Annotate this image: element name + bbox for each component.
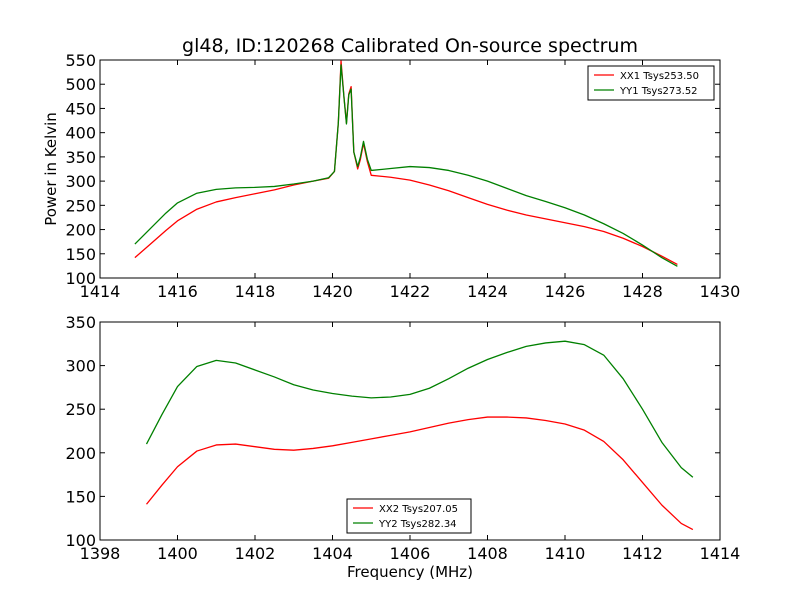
legend-label-2: YY2 Tsys282.34 xyxy=(378,519,457,530)
series-line-1 xyxy=(145,416,694,531)
x-tick-label: 1422 xyxy=(390,282,431,301)
y-tick-label: 200 xyxy=(65,444,96,463)
x-tick-label: 1418 xyxy=(235,282,276,301)
x-tick-label: 1408 xyxy=(467,544,508,563)
y-tick-label: 250 xyxy=(65,400,96,419)
legend: XX2 Tsys207.05 YY2 Tsys282.34 xyxy=(346,498,472,534)
series-line-1 xyxy=(134,60,678,266)
series-line-2 xyxy=(145,340,694,478)
y-tick-label: 350 xyxy=(65,148,96,167)
y-tick-label: 150 xyxy=(65,245,96,264)
y-tick-label: 250 xyxy=(65,196,96,215)
chart-title: gl48, ID:120268 Calibrated On-source spe… xyxy=(182,35,638,57)
x-tick-label: 1404 xyxy=(312,544,353,563)
y-tick-label: 450 xyxy=(65,99,96,118)
x-tick-label: 1398 xyxy=(80,544,121,563)
x-tick-label: 1414 xyxy=(700,544,741,563)
y-tick-label: 400 xyxy=(65,124,96,143)
chart-panel-2: 1398 1400 1402 1404 1406 1408 1410 1412 1414 100 1… xyxy=(65,313,740,581)
y-tick-label: 300 xyxy=(65,172,96,191)
legend-box xyxy=(587,65,715,101)
x-tick-label: 1420 xyxy=(312,282,353,301)
legend-label-1: XX2 Tsys207.05 xyxy=(379,504,458,515)
legend-label-1: XX1 Tsys253.50 xyxy=(620,71,699,82)
x-tick-label: 1402 xyxy=(235,544,276,563)
y-tick-label: 100 xyxy=(65,269,96,288)
chart-panel-1: 1414 1416 1418 1420 1422 1424 1426 1428 1430 100 1… xyxy=(42,35,740,301)
y-axis-label: Power in Kelvin xyxy=(42,112,60,226)
y-tick-label: 200 xyxy=(65,221,96,240)
x-tick-label: 1416 xyxy=(157,282,198,301)
y-tick-label: 300 xyxy=(65,357,96,376)
y-tick-label: 150 xyxy=(65,487,96,506)
legend-label-2: YY1 Tsys273.52 xyxy=(619,86,698,97)
x-axis-label: Frequency (MHz) xyxy=(347,563,473,581)
x-tick-label: 1424 xyxy=(467,282,508,301)
x-tick-label: 1400 xyxy=(157,544,198,563)
y-tick-label: 550 xyxy=(65,51,96,70)
x-tick-label: 1410 xyxy=(545,544,586,563)
legend-box xyxy=(346,498,472,534)
y-tick-label: 350 xyxy=(65,313,96,332)
x-tick-label: 1426 xyxy=(545,282,586,301)
y-tick-label: 500 xyxy=(65,75,96,94)
x-tick-label: 1412 xyxy=(622,544,663,563)
x-tick-label: 1428 xyxy=(622,282,663,301)
y-tick-label: 100 xyxy=(65,531,96,550)
x-tick-label: 1430 xyxy=(700,282,741,301)
x-tick-label: 1414 xyxy=(80,282,121,301)
x-tick-label: 1406 xyxy=(390,544,431,563)
legend: XX1 Tsys253.50 YY1 Tsys273.52 xyxy=(587,65,715,101)
series-line-2 xyxy=(134,64,678,267)
